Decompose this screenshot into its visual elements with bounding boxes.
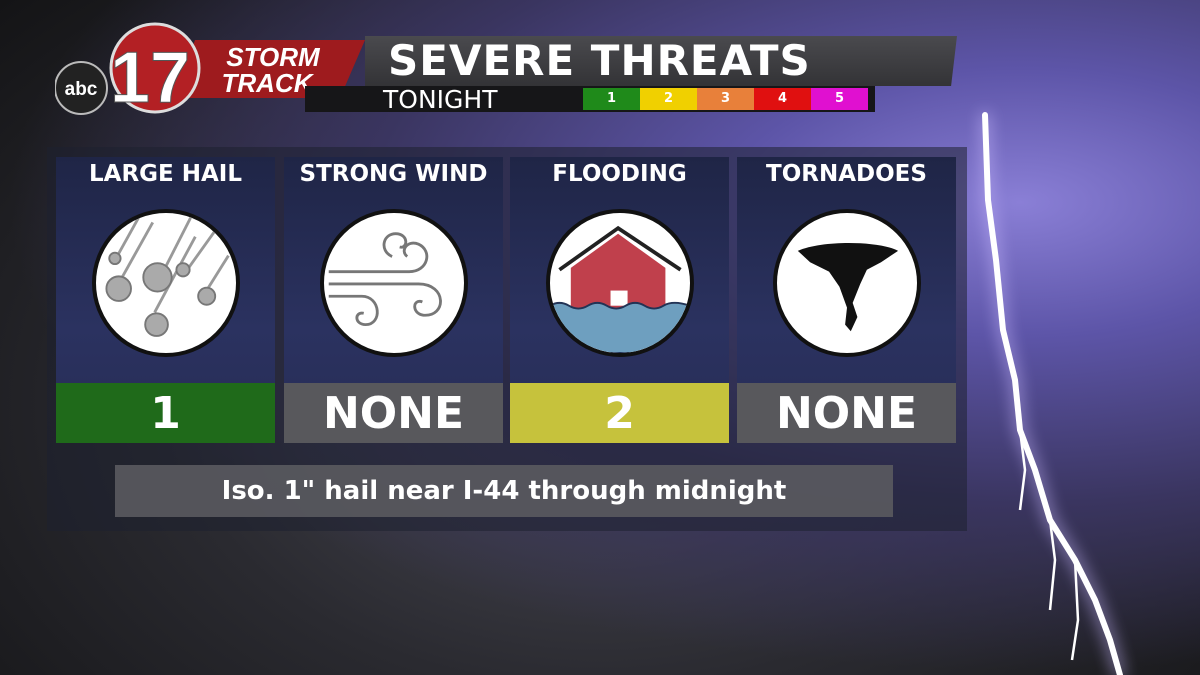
scale-level-1: 1 [583,88,640,110]
caption: Iso. 1" hail near I-44 through midnight [115,465,893,517]
wind-icon [320,209,468,357]
hail-icon [92,209,240,357]
scale-level-5: 5 [811,88,868,110]
subtitle: TONIGHT [383,85,498,114]
scale-level-4: 4 [754,88,811,110]
threat-level: 1 [56,383,275,443]
tornado-icon [773,209,921,357]
threat-card-tornado: TORNADOES NONE [737,157,956,443]
threat-card-flooding: FLOODING 2 [510,157,729,443]
threat-name: LARGE HAIL [88,161,243,187]
page-title: SEVERE THREATS [388,36,811,85]
abc17-stormtrack-logo: abc 17 STORM TRACK [54,18,370,119]
threat-level: NONE [737,383,956,443]
logo-channel: 17 [110,38,190,118]
scale-level-3: 3 [697,88,754,110]
threat-level: NONE [284,383,503,443]
threat-name: FLOODING [552,161,687,187]
scale-level-2: 2 [640,88,697,110]
threat-level: 2 [510,383,729,443]
logo-brand-line1: STORM [226,42,321,72]
flood-icon [546,209,694,357]
threat-scale: 1 2 3 4 5 [583,88,868,110]
threat-name: TORNADOES [766,161,927,187]
threat-card-wind: STRONG WIND NONE [284,157,503,443]
logo-brand-line2: TRACK [222,68,315,98]
title-bar [365,36,957,86]
threat-name: STRONG WIND [299,161,488,187]
threat-card-hail: LARGE HAIL 1 [56,157,275,443]
logo-network: abc [65,79,98,100]
